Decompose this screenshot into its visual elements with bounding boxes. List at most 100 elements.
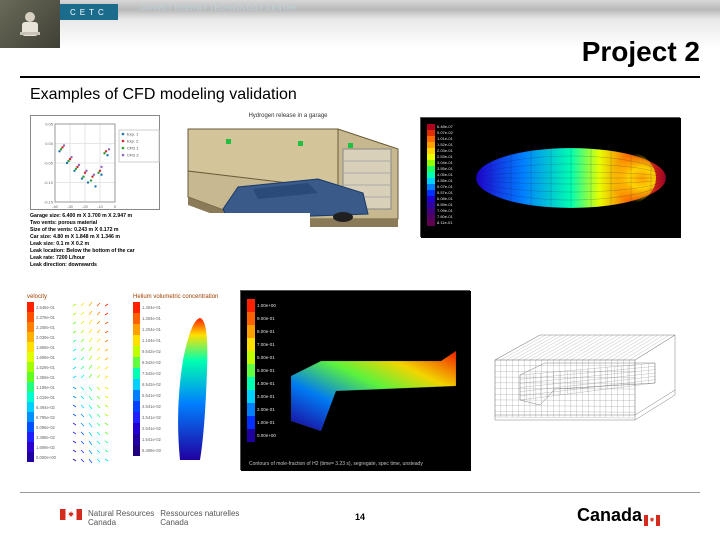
svg-text:8.494e-02: 8.494e-02 [36, 405, 56, 410]
duct-contour: 1.00e+00 9.00e-01 8.00e-01 7.00e-01 6.00e-01… [240, 290, 470, 470]
nrcan-en-2: Canada [88, 518, 154, 528]
svg-text:2.039e-01: 2.039e-01 [36, 335, 56, 340]
svg-text:1.00e-01: 1.00e-01 [257, 420, 275, 425]
scenario-line: Garage size: 6.400 m X 3.700 m X 2.947 m [30, 213, 310, 220]
svg-text:5.07e-02: 5.07e-02 [437, 130, 454, 135]
org-code: CETC [70, 8, 108, 17]
svg-text:6.795e-02: 6.795e-02 [36, 415, 56, 420]
scenario-line: Leak rate: 7200 L/hour [30, 255, 310, 262]
footer-rule [20, 492, 700, 493]
svg-text:7.542e-02: 7.542e-02 [142, 371, 162, 376]
scenario-line: Leak location: Below the bottom of the c… [30, 248, 310, 255]
svg-text:7.00e-01: 7.00e-01 [257, 342, 275, 347]
cylinder-contour: 6.48e-075.07e-021.01e-011.52e-012.03e-01… [420, 117, 680, 237]
svg-text:-0.10: -0.10 [44, 180, 54, 185]
svg-text:5.00e-01: 5.00e-01 [257, 368, 275, 373]
svg-text:9.00e-01: 9.00e-01 [257, 316, 275, 321]
svg-text:Exp. 2: Exp. 2 [127, 139, 139, 144]
scenario-line: Car size: 4.80 m X 1.848 m X 1.346 m [30, 234, 310, 241]
svg-text:5.07e-01: 5.07e-01 [437, 184, 454, 189]
svg-text:2.541e-02: 2.541e-02 [142, 426, 162, 431]
svg-text:1.00e+00: 1.00e+00 [257, 303, 276, 308]
org-code-bar: CETC [60, 4, 118, 20]
page-subtitle: Examples of CFD modeling validation [30, 86, 297, 104]
svg-text:4.05e-01: 4.05e-01 [437, 172, 454, 177]
svg-text:1.019e-01: 1.019e-01 [36, 395, 56, 400]
scenario-line: Leak direction: downwards [30, 262, 310, 269]
content-area: -40-30-20-100-0.15-0.10-0.050.000.05Exp.… [30, 115, 690, 480]
svg-text:7.60e-01: 7.60e-01 [437, 214, 454, 219]
svg-text:5.096e-02: 5.096e-02 [36, 425, 56, 430]
scatter-chart: -40-30-20-100-0.15-0.10-0.050.000.05Exp.… [30, 115, 160, 210]
velocity-label: velocity [27, 294, 47, 300]
svg-text:8.00e-01: 8.00e-01 [257, 329, 275, 334]
header-photo [0, 0, 60, 48]
svg-text:1.541e-02: 1.541e-02 [142, 437, 162, 442]
scenario-line: Leak size: 0.1 m X 0.2 m [30, 241, 310, 248]
duct-svg: 1.00e+00 9.00e-01 8.00e-01 7.00e-01 6.00e-01… [241, 291, 471, 471]
cylinder-svg: 6.48e-075.07e-021.01e-011.52e-012.03e-01… [421, 118, 681, 238]
svg-text:8.542e-02: 8.542e-02 [142, 360, 162, 365]
svg-text:1.529e-01: 1.529e-01 [36, 365, 56, 370]
svg-text:0.05: 0.05 [45, 122, 54, 127]
svg-text:5.541e-02: 5.541e-02 [142, 393, 162, 398]
svg-text:6.48e-07: 6.48e-07 [437, 124, 454, 129]
svg-text:0.000e+00: 0.000e+00 [36, 455, 57, 460]
svg-text:-10: -10 [97, 204, 104, 209]
svg-text:0.00: 0.00 [45, 141, 54, 146]
velocity-svg: velocity Helium volumetric concentration… [25, 290, 225, 470]
svg-text:1.699e-01: 1.699e-01 [36, 355, 56, 360]
svg-text:6.00e-01: 6.00e-01 [257, 355, 275, 360]
svg-text:5.57e-01: 5.57e-01 [437, 190, 454, 195]
svg-text:-30: -30 [67, 204, 74, 209]
svg-text:4.00e-01: 4.00e-01 [257, 381, 275, 386]
svg-text:5.408e-03: 5.408e-03 [142, 448, 162, 453]
svg-text:7.09e-01: 7.09e-01 [437, 208, 454, 213]
svg-text:1.204e-01: 1.204e-01 [142, 327, 162, 332]
canada-flag-small-icon [644, 515, 660, 526]
svg-text:2.00e-01: 2.00e-01 [257, 407, 275, 412]
svg-text:1.404e-01: 1.404e-01 [142, 305, 162, 310]
svg-text:-40: -40 [52, 204, 59, 209]
svg-text:0.00e+00: 0.00e+00 [257, 433, 276, 438]
scenario-text: Garage size: 6.400 m X 3.700 m X 2.947 m… [30, 213, 310, 283]
svg-text:0: 0 [114, 204, 117, 209]
page-title: Project 2 [582, 36, 700, 68]
svg-text:3.398e-02: 3.398e-02 [36, 435, 56, 440]
svg-text:3.00e-01: 3.00e-01 [257, 394, 275, 399]
title-rule [20, 76, 700, 78]
wireframe-svg [485, 305, 685, 450]
svg-text:2.378e-01: 2.378e-01 [36, 315, 56, 320]
svg-text:6.08e-01: 6.08e-01 [437, 196, 454, 201]
svg-text:CFD 2: CFD 2 [127, 153, 139, 158]
svg-text:4.56e-01: 4.56e-01 [437, 178, 454, 183]
duct-caption: Contours of mole-fraction of H2 (time= 3… [249, 461, 423, 467]
helium-label: Helium volumetric concentration [133, 294, 218, 300]
svg-text:8.11e-01: 8.11e-01 [437, 220, 453, 225]
svg-text:6.542e-02: 6.542e-02 [142, 382, 162, 387]
svg-text:1.52e-01: 1.52e-01 [437, 142, 454, 147]
scatter-svg: -40-30-20-100-0.15-0.10-0.050.000.05Exp.… [31, 116, 161, 211]
svg-text:2.03e-01: 2.03e-01 [437, 148, 454, 153]
svg-text:9.542e-02: 9.542e-02 [142, 349, 162, 354]
svg-text:1.01e-01: 1.01e-01 [437, 136, 454, 141]
footer: Natural Resources Canada Ressources natu… [0, 492, 720, 540]
page-number: 14 [355, 512, 365, 522]
scenario-line: Two vents: porous material [30, 220, 310, 227]
wireframe-mesh [485, 305, 685, 450]
scenario-line: Size of the vents: 0.243 m X 0.172 m [30, 227, 310, 234]
svg-text:2.208e-01: 2.208e-01 [36, 325, 56, 330]
svg-text:Exp. 1: Exp. 1 [127, 132, 139, 137]
svg-text:1.869e-01: 1.869e-01 [36, 345, 56, 350]
slide: CETC CANMET ENERGY TECHNOLOGY CENTRE Pro… [0, 0, 720, 540]
svg-text:1.189e-01: 1.189e-01 [36, 385, 56, 390]
svg-text:1.304e-01: 1.304e-01 [142, 316, 162, 321]
svg-text:-0.15: -0.15 [44, 200, 54, 205]
svg-text:2.548e-01: 2.548e-01 [36, 305, 56, 310]
nrcan-signature: Natural Resources Canada Ressources natu… [60, 509, 239, 528]
nrcan-fr-1: Ressources naturelles [160, 509, 239, 519]
svg-text:2.53e-01: 2.53e-01 [437, 154, 454, 159]
svg-text:-0.05: -0.05 [44, 161, 54, 166]
svg-text:1.699e-02: 1.699e-02 [36, 445, 56, 450]
nrcan-fr-2: Canada [160, 518, 239, 528]
